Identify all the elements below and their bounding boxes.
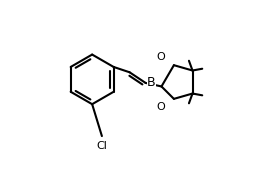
Text: B: B (147, 76, 156, 89)
Text: O: O (156, 102, 165, 112)
Text: Cl: Cl (96, 141, 107, 150)
Text: O: O (156, 52, 165, 62)
